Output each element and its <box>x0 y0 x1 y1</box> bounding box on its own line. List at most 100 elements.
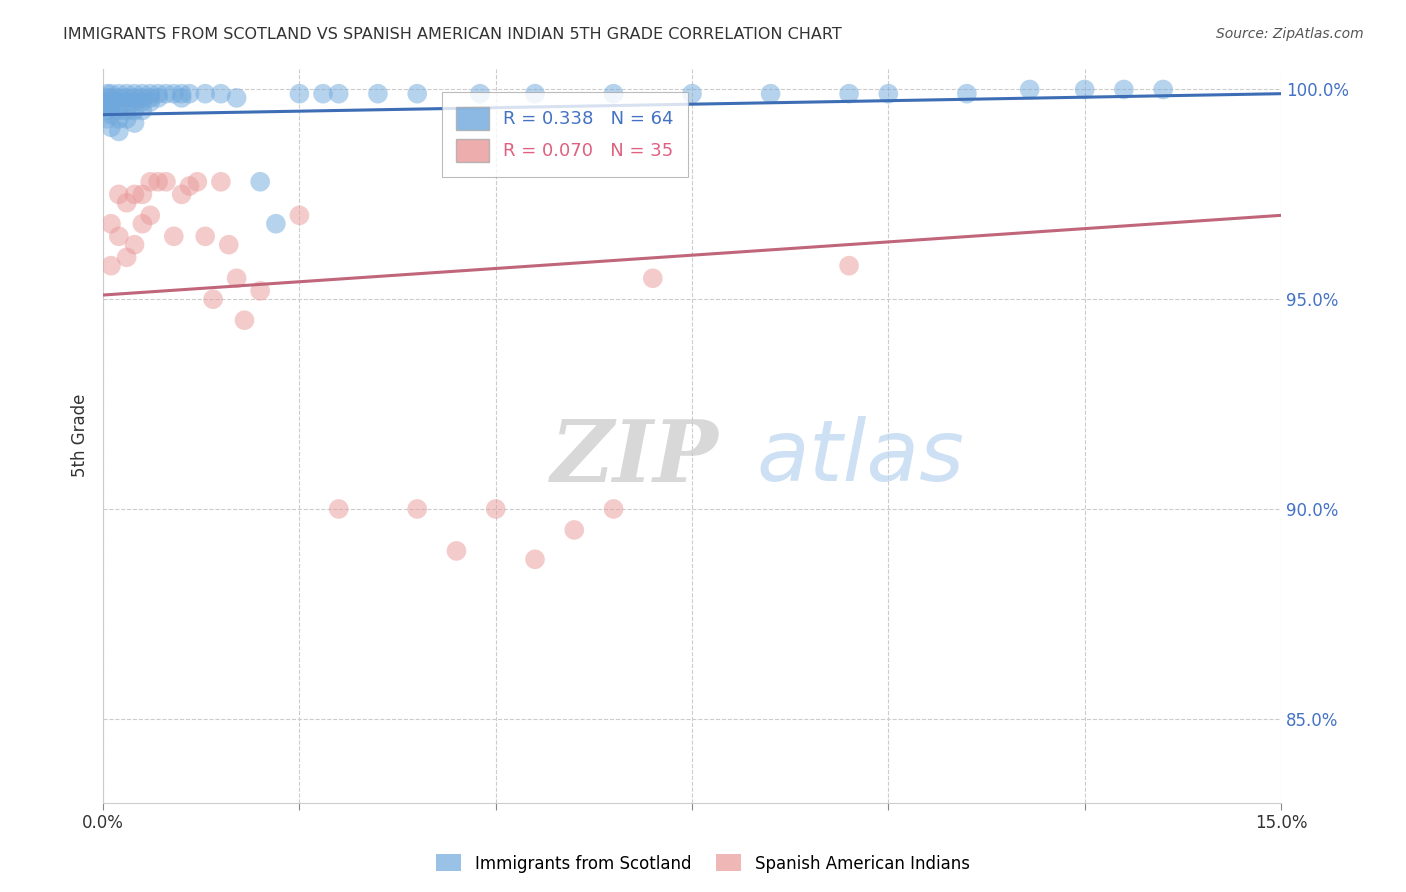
Point <box>124 91 146 105</box>
Point <box>108 103 131 118</box>
Point <box>96 91 118 105</box>
Point <box>367 87 389 101</box>
Point <box>956 87 979 101</box>
Point <box>155 175 177 189</box>
Point <box>100 99 122 113</box>
Point <box>100 91 122 105</box>
Point <box>186 175 208 189</box>
Point <box>249 175 271 189</box>
Point <box>131 87 153 101</box>
Point <box>146 87 169 101</box>
Point <box>202 292 225 306</box>
Point <box>108 112 131 126</box>
Text: IMMIGRANTS FROM SCOTLAND VS SPANISH AMERICAN INDIAN 5TH GRADE CORRELATION CHART: IMMIGRANTS FROM SCOTLAND VS SPANISH AMER… <box>63 27 842 42</box>
Point <box>100 108 122 122</box>
Point <box>249 284 271 298</box>
Point <box>288 208 311 222</box>
Point <box>139 95 162 109</box>
Point <box>100 95 122 109</box>
Point <box>406 502 429 516</box>
Point <box>218 237 240 252</box>
Point <box>312 87 335 101</box>
Point <box>170 91 193 105</box>
Point <box>759 87 782 101</box>
Point <box>1018 82 1040 96</box>
Point <box>155 87 177 101</box>
Point <box>124 95 146 109</box>
Point <box>108 91 131 105</box>
Point <box>209 175 232 189</box>
Text: atlas: atlas <box>756 416 965 500</box>
Point <box>328 502 350 516</box>
Point <box>602 87 624 101</box>
Point <box>139 175 162 189</box>
Point <box>115 103 138 118</box>
Point <box>100 217 122 231</box>
Point <box>96 99 118 113</box>
Point <box>1073 82 1095 96</box>
Point <box>108 95 131 109</box>
Point <box>124 116 146 130</box>
Point <box>96 87 118 101</box>
Point <box>100 120 122 135</box>
Point <box>96 95 118 109</box>
Point <box>146 175 169 189</box>
Point <box>131 91 153 105</box>
Point <box>225 91 247 105</box>
Point <box>179 87 201 101</box>
Point <box>131 103 153 118</box>
Point <box>108 187 131 202</box>
Point <box>1152 82 1174 96</box>
Point <box>1112 82 1135 96</box>
Point <box>524 552 547 566</box>
Point <box>446 544 468 558</box>
Point <box>641 271 664 285</box>
Legend: Immigrants from Scotland, Spanish American Indians: Immigrants from Scotland, Spanish Americ… <box>430 847 976 880</box>
Point <box>170 87 193 101</box>
Point <box>233 313 256 327</box>
Point <box>562 523 585 537</box>
Point <box>602 502 624 516</box>
Point <box>139 208 162 222</box>
Legend: R = 0.338   N = 64, R = 0.070   N = 35: R = 0.338 N = 64, R = 0.070 N = 35 <box>441 92 689 177</box>
Point <box>194 229 217 244</box>
Point <box>406 87 429 101</box>
Point <box>288 87 311 101</box>
Y-axis label: 5th Grade: 5th Grade <box>72 394 89 477</box>
Point <box>124 237 146 252</box>
Point <box>468 87 491 101</box>
Point <box>328 87 350 101</box>
Point <box>838 259 860 273</box>
Point <box>163 87 186 101</box>
Point <box>838 87 860 101</box>
Point <box>115 195 138 210</box>
Point <box>139 91 162 105</box>
Point <box>264 217 287 231</box>
Point <box>681 87 703 101</box>
Point <box>124 103 146 118</box>
Point <box>163 229 186 244</box>
Point <box>100 259 122 273</box>
Text: ZIP: ZIP <box>551 416 718 500</box>
Point <box>131 217 153 231</box>
Point <box>115 95 138 109</box>
Point <box>485 502 508 516</box>
Point <box>194 87 217 101</box>
Point <box>115 87 138 101</box>
Point <box>115 91 138 105</box>
Point <box>139 87 162 101</box>
Point <box>108 124 131 138</box>
Point <box>131 95 153 109</box>
Point <box>131 187 153 202</box>
Point <box>170 187 193 202</box>
Point <box>124 187 146 202</box>
Point <box>96 112 118 126</box>
Point <box>146 91 169 105</box>
Point <box>225 271 247 285</box>
Text: Source: ZipAtlas.com: Source: ZipAtlas.com <box>1216 27 1364 41</box>
Point <box>877 87 900 101</box>
Point <box>100 87 122 101</box>
Point <box>108 87 131 101</box>
Point <box>124 87 146 101</box>
Point <box>108 229 131 244</box>
